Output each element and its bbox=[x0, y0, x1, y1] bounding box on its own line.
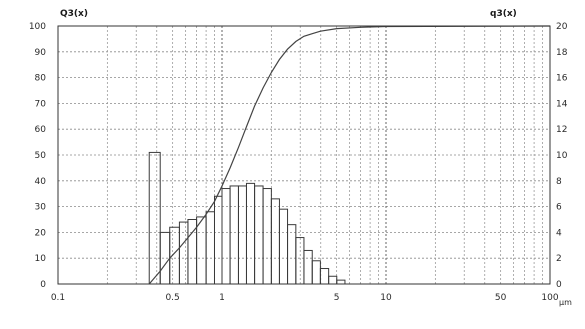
y-right-tick-label: 0 bbox=[556, 280, 562, 290]
x-tick-label: 5 bbox=[334, 293, 340, 303]
y-left-tick-label: 80 bbox=[35, 74, 47, 84]
x-tick-label: 100 bbox=[541, 293, 558, 303]
grid bbox=[57, 25, 550, 285]
x-tick-label: 10 bbox=[380, 293, 392, 303]
y-left-tick-label: 50 bbox=[35, 151, 47, 161]
cumulative-line bbox=[148, 25, 551, 285]
plot-border bbox=[57, 25, 551, 285]
x-tick-label: 0.5 bbox=[165, 293, 179, 303]
x-tick-label: 1 bbox=[219, 293, 225, 303]
left-axis-header: Q3(x) bbox=[60, 9, 88, 19]
y-left-tick-label: 70 bbox=[35, 99, 47, 109]
y-left-tick-label: 100 bbox=[29, 22, 46, 32]
y-left-tick-label: 10 bbox=[35, 254, 47, 264]
y-left-tick-label: 30 bbox=[35, 203, 47, 213]
cumulative-curve bbox=[148, 25, 551, 285]
y-right-tick-label: 20 bbox=[556, 22, 568, 32]
y-right-tick-label: 10 bbox=[556, 151, 568, 161]
plot-frame bbox=[57, 25, 551, 285]
y-right-tick-label: 12 bbox=[556, 125, 567, 135]
right-axis-header: q3(x) bbox=[490, 9, 517, 19]
y-left-tick-label: 90 bbox=[35, 48, 47, 58]
y-right-tick-label: 18 bbox=[556, 48, 568, 58]
y-right-tick-label: 16 bbox=[556, 74, 568, 84]
y-right-tick-label: 6 bbox=[556, 203, 562, 213]
x-tick-label: 50 bbox=[495, 293, 507, 303]
y-right-tick-label: 2 bbox=[556, 254, 562, 264]
y-right-tick-label: 14 bbox=[556, 99, 568, 109]
y-left-tick-label: 0 bbox=[40, 280, 46, 290]
tick-labels: 0 10 20 30 40 50 60 70 80 90 100 0 2 4 6 8 10 12 14 16 18 20 0… bbox=[29, 22, 568, 303]
y-left-tick-label: 20 bbox=[35, 228, 47, 238]
y-right-tick-label: 4 bbox=[556, 228, 562, 238]
y-right-tick-label: 8 bbox=[556, 177, 562, 187]
y-left-tick-label: 60 bbox=[35, 125, 47, 135]
y-left-tick-label: 40 bbox=[35, 177, 47, 187]
x-axis-unit: µm bbox=[559, 298, 572, 307]
x-tick-label: 0.1 bbox=[51, 293, 65, 303]
